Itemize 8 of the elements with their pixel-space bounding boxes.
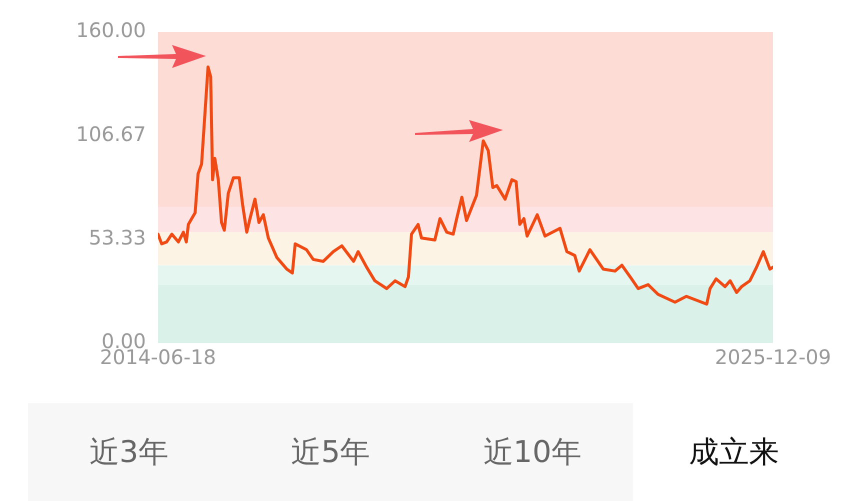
text: 近3年	[88, 434, 170, 472]
text: 成立来	[633, 403, 835, 501]
y-tick-label: 106.67	[76, 122, 146, 146]
y-tick-label: 160.00	[76, 18, 146, 42]
y-tick-label: 53.33	[88, 226, 146, 250]
text: 近5年	[290, 434, 372, 472]
text: 近10年	[482, 434, 582, 472]
x-tick-label: 2025-12-09	[714, 345, 832, 370]
